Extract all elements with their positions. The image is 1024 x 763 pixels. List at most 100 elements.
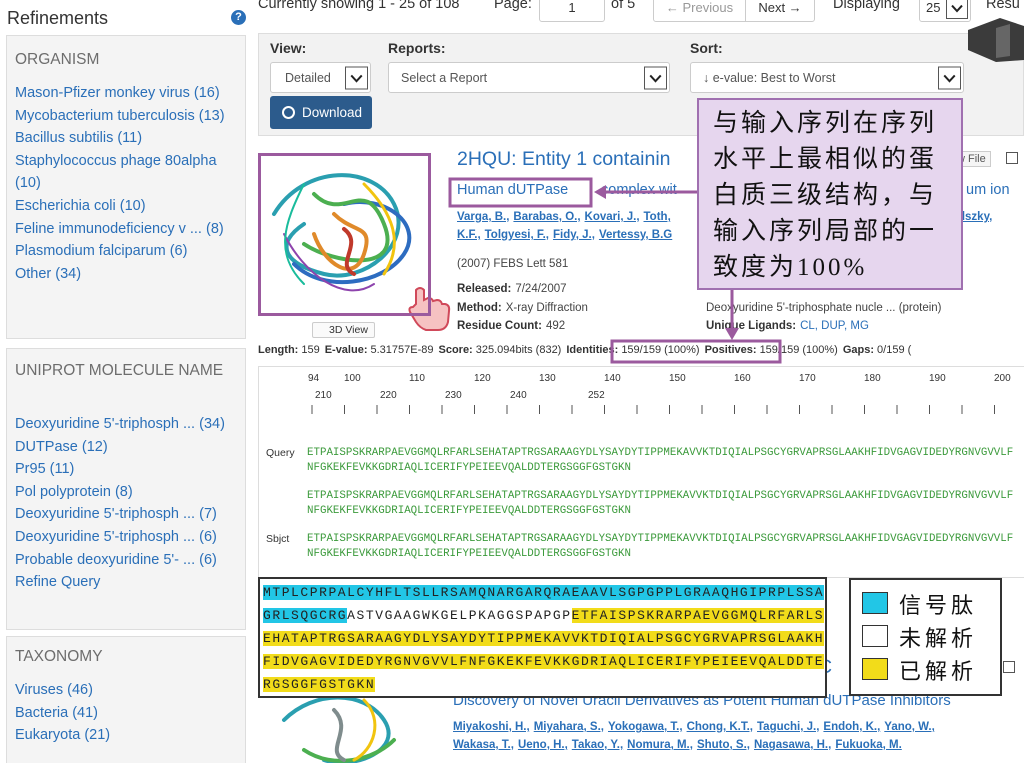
author-link[interactable]: Yano, W., bbox=[884, 721, 935, 733]
legend-label: 信号肽 bbox=[899, 593, 978, 618]
author-link[interactable]: Vertessy, B.G bbox=[598, 229, 673, 241]
author-link[interactable]: Yokogawa, T., bbox=[608, 721, 683, 733]
ligands-row: Unique Ligands: CL, DUP, MG bbox=[706, 320, 869, 332]
select-box[interactable]: Detailed bbox=[270, 62, 371, 93]
detail-value: 492 bbox=[545, 320, 566, 332]
author-row: K.F., Tolgyesi, F., Fidy, J., Vertessy, B.G bbox=[457, 229, 676, 241]
select-box[interactable]: ↓ e-value: Best to Worst bbox=[690, 62, 964, 93]
ruler-number: 150 bbox=[669, 373, 686, 384]
author-link[interactable]: Miyahara, S., bbox=[533, 721, 604, 733]
previous-button[interactable]: ← Previous bbox=[653, 0, 746, 22]
author-link[interactable]: Shuto, S., bbox=[696, 739, 750, 751]
subtitle-text: complex wit bbox=[601, 182, 677, 198]
author-link[interactable]: Toth, bbox=[643, 211, 671, 223]
author-link[interactable]: Barabas, O., bbox=[513, 211, 581, 223]
ruler-number: 240 bbox=[510, 390, 527, 401]
sidebar-title: Refinements bbox=[7, 8, 109, 28]
ruler-number: 220 bbox=[380, 390, 397, 401]
ruler-number: 170 bbox=[799, 373, 816, 384]
refinement-list: Mason-Pfizer monkey virus (16) Mycobacter… bbox=[15, 82, 243, 285]
refinement-link[interactable]: Bacteria (41) bbox=[15, 704, 99, 721]
detail-value: X-ray Diffraction bbox=[505, 301, 588, 314]
page-input[interactable]: 1 bbox=[539, 0, 605, 22]
author-link[interactable]: Nomura, M., bbox=[627, 739, 693, 751]
sequence-segment: MTPLCPRPALCYHFLTSLLRSAMQNARGARQRAEAAVLSG… bbox=[263, 585, 825, 600]
next-button[interactable]: Next → bbox=[745, 0, 815, 22]
help-icon[interactable]: ? bbox=[231, 10, 246, 25]
refinement-panel bbox=[6, 636, 246, 763]
refinement-link[interactable]: Feline immunodeficiency v ... (8) bbox=[15, 220, 224, 237]
ruler-number: 110 bbox=[409, 373, 425, 384]
author-link[interactable]: Tolgyesi, F., bbox=[484, 229, 549, 241]
refinement-link[interactable]: Pol polyprotein (8) bbox=[15, 483, 133, 500]
author-link[interactable]: Taguchi, J., bbox=[757, 721, 820, 733]
author-link[interactable]: K.F., bbox=[457, 229, 481, 241]
author-link[interactable]: Chong, K.T., bbox=[686, 721, 753, 733]
alignment-stats: Length: 159 E-value: 5.31757E-89 Score: 325.0… bbox=[258, 344, 916, 356]
view-3d-button[interactable]: 3D View bbox=[312, 322, 375, 338]
refinement-link[interactable]: Refine Query bbox=[15, 574, 101, 591]
refinement-link[interactable]: Deoxyuridine 5'-triphosph ... (34) bbox=[15, 416, 225, 432]
refinement-link[interactable]: Escherichia coli (10) bbox=[15, 197, 146, 214]
result-title[interactable]: 2HQU: Entity 1 containin bbox=[457, 148, 671, 170]
stat-label: Identities: bbox=[566, 344, 619, 356]
refinement-link[interactable]: Deoxyuridine 5'-triphosph ... (7) bbox=[15, 506, 217, 523]
select-value: Detailed bbox=[285, 71, 331, 85]
author-link[interactable]: Takao, Y., bbox=[571, 739, 624, 751]
author-link[interactable]: Nagasawa, H., bbox=[753, 739, 832, 751]
refinement-link[interactable]: Mason-Pfizer monkey virus (16) bbox=[15, 85, 220, 101]
refinement-link[interactable]: Eukaryota (21) bbox=[15, 727, 111, 744]
refinement-link[interactable]: Plasmodium falciparum (6) bbox=[15, 243, 188, 260]
refinement-panel bbox=[6, 348, 246, 630]
stat-label: Length: bbox=[258, 344, 299, 356]
author-row: Varga, B., Barabas, O., Kovari, J., Toth, bbox=[457, 211, 675, 223]
stat-value: 159 bbox=[301, 344, 320, 356]
sequence-row: FIDVGAGVIDEDYRGNVGVVLFNFGKEKFEVKKGDRIAQL… bbox=[263, 652, 825, 675]
sequence-line: ETPAISPSKRARPAEVGGMQLRFARLSEHATAPTRGSARA… bbox=[307, 490, 1014, 502]
sequence-segment: GRLSQGCRG bbox=[263, 608, 348, 623]
author-link[interactable]: dszky, bbox=[958, 211, 993, 223]
displaying-label: Displaying bbox=[833, 0, 900, 12]
stat-value: 5.31757E-89 bbox=[370, 344, 434, 356]
refinement-link[interactable]: Viruses (46) bbox=[15, 682, 93, 698]
refinement-link[interactable]: Staphylococcus phage 80alpha (10) bbox=[15, 152, 217, 192]
refinement-link[interactable]: Probable deoxyuridine 5'- ... (6) bbox=[15, 551, 217, 568]
section-heading: UNIPROT MOLECULE NAME bbox=[15, 362, 224, 379]
detail-row: Residue Count: 492 bbox=[457, 320, 565, 332]
select-checkbox[interactable] bbox=[1003, 661, 1015, 673]
section-heading: ORGANISM bbox=[15, 51, 100, 68]
detail-row: Released: 7/24/2007 bbox=[457, 283, 567, 295]
legend-swatch bbox=[862, 625, 888, 647]
ligands-links[interactable]: CL, DUP, MG bbox=[800, 320, 869, 332]
refinement-link[interactable]: DUTPase (12) bbox=[15, 438, 108, 455]
refinement-link[interactable]: Pr95 (11) bbox=[15, 461, 75, 478]
author-link[interactable]: Fukuoka, M. bbox=[835, 739, 902, 751]
detail-label: Released: bbox=[457, 283, 512, 295]
refinement-link[interactable]: Deoxyuridine 5'-triphosph ... (6) bbox=[15, 528, 217, 545]
select-checkbox[interactable] bbox=[1006, 152, 1018, 164]
legend-swatch bbox=[862, 592, 888, 614]
refinement-link[interactable]: Other (34) bbox=[15, 265, 82, 282]
ruler-number: 190 bbox=[929, 373, 946, 384]
refinement-link[interactable]: Bacillus subtilis (11) bbox=[15, 130, 143, 147]
subtitle-link[interactable]: Human dUTPase bbox=[457, 182, 569, 198]
author-link[interactable]: Miyakoshi, H., bbox=[453, 721, 530, 733]
displaying-select[interactable]: 25 bbox=[919, 0, 971, 22]
author-link[interactable]: Kovari, J., bbox=[584, 211, 640, 223]
author-link[interactable]: Wakasa, T., bbox=[453, 739, 514, 751]
sequence-line: ETPAISPSKRARPAEVGGMQLRFARLSEHATAPTRGSARA… bbox=[307, 533, 1014, 545]
select-box[interactable]: Select a Report bbox=[388, 62, 670, 93]
control-label: Sort: bbox=[690, 40, 723, 56]
download-icon bbox=[282, 106, 295, 119]
download-button[interactable]: Download bbox=[270, 96, 372, 129]
author-link[interactable]: Varga, B., bbox=[457, 211, 510, 223]
author-link[interactable]: Ueno, H., bbox=[517, 739, 568, 751]
sequence-segment: ASTVGAAGWKGELPKAGGSPAPGP bbox=[347, 608, 572, 623]
author-link[interactable]: Endoh, K., bbox=[823, 721, 881, 733]
author-link[interactable]: Fidy, J., bbox=[552, 229, 595, 241]
stat-label: Score: bbox=[438, 344, 473, 356]
refinement-link[interactable]: Mycobacterium tuberculosis (13) bbox=[15, 107, 225, 124]
legend-label: 已解析 bbox=[899, 659, 978, 684]
ruler-number: 94 bbox=[308, 373, 320, 384]
